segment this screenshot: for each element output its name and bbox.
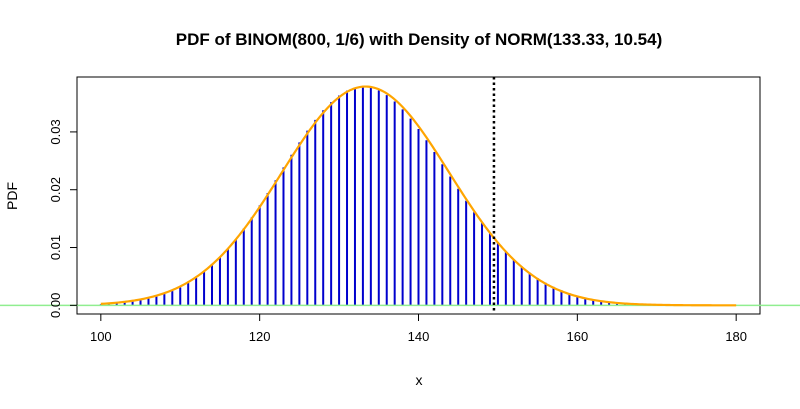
y-tick-label: 0.02 [48,177,63,202]
normal-density-curve [100,85,737,307]
bars-group [99,86,738,306]
x-tick-label: 140 [408,329,430,344]
density-layer [100,85,737,307]
x-axis: 100 120 140 160 180 [90,313,747,344]
y-tick-label: 0.00 [48,293,63,318]
y-tick-label: 0.01 [48,235,63,260]
y-axis-label: PDF [4,182,20,210]
y-axis: 0.00 0.01 0.02 0.03 [48,119,78,318]
x-axis-label: x [416,372,423,388]
y-tick-label: 0.03 [48,119,63,144]
x-tick-label: 180 [725,329,747,344]
x-tick-label: 120 [249,329,271,344]
x-tick-label: 100 [90,329,112,344]
x-tick-label: 160 [566,329,588,344]
chart-title: PDF of BINOM(800, 1/6) with Density of N… [176,30,663,49]
